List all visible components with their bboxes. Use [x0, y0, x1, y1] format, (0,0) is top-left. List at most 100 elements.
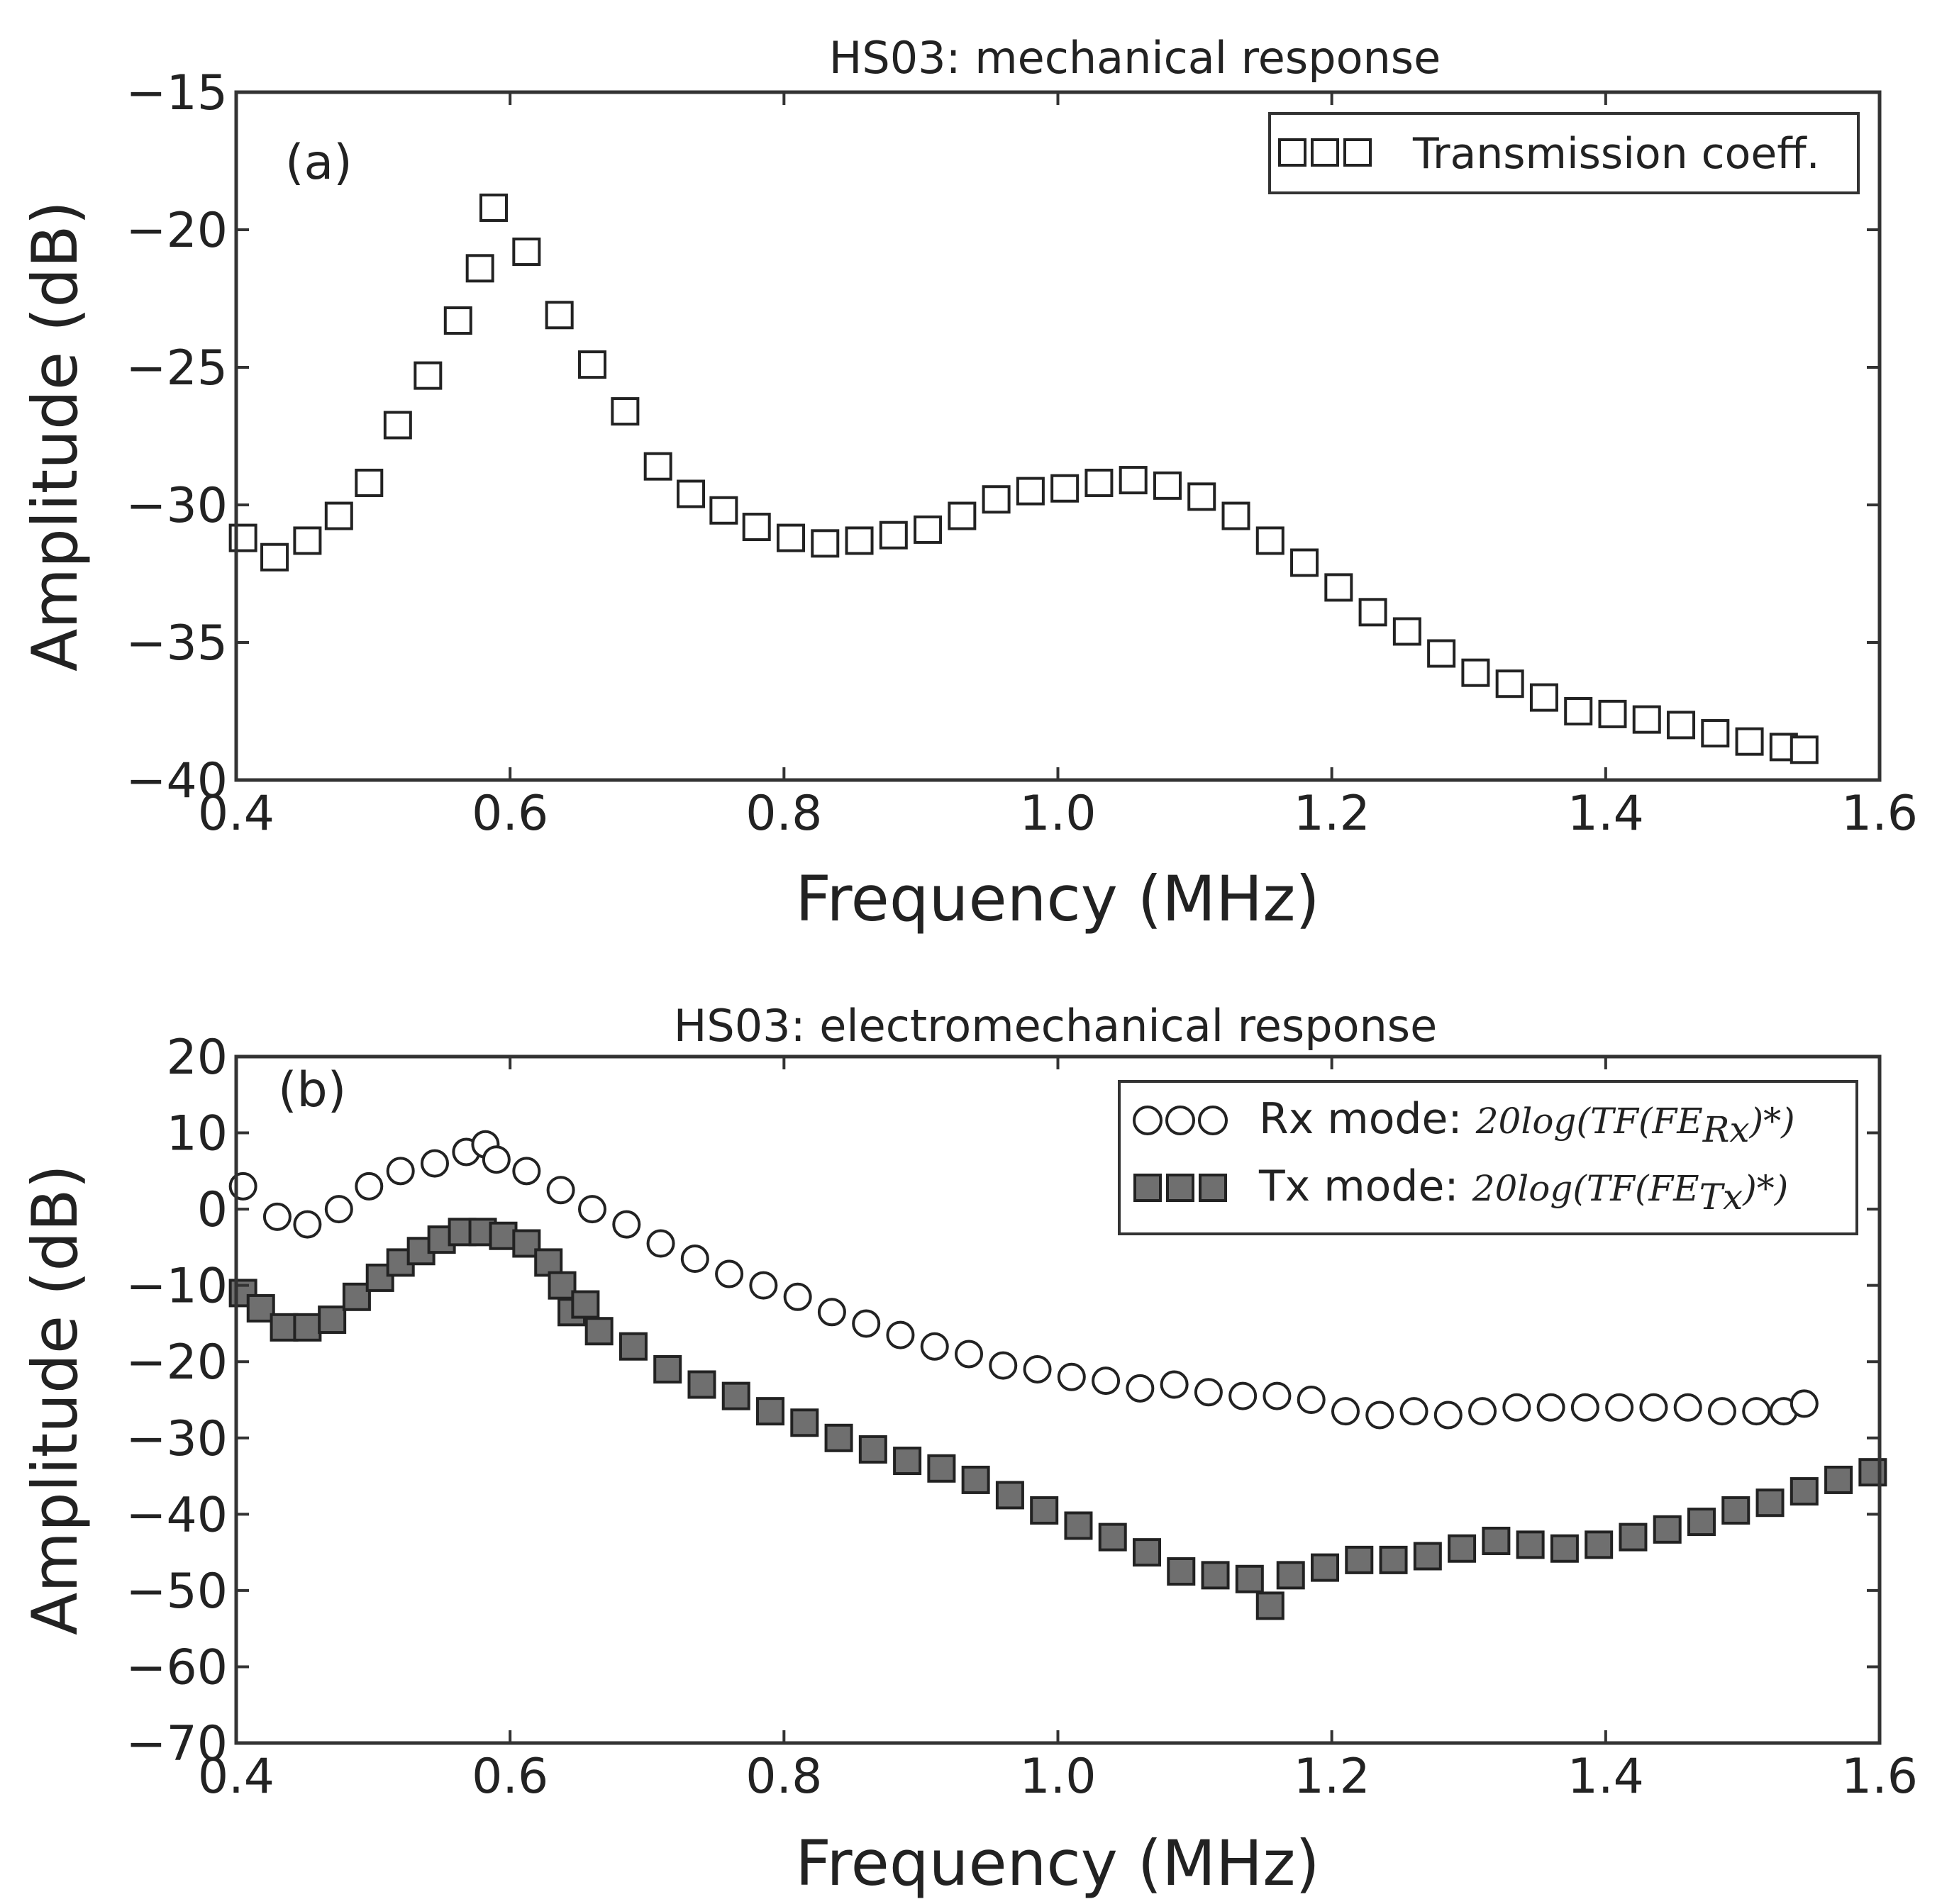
- data-point-square: [270, 1313, 299, 1342]
- x-tick-label: 1.6: [1841, 786, 1918, 842]
- data-point-square: [1667, 711, 1696, 740]
- legend-label-rx-tail: )*): [1749, 1101, 1795, 1142]
- y-tick-label: −40: [126, 1487, 228, 1543]
- data-point-square: [709, 496, 738, 525]
- x-tick-label: 1.0: [1019, 786, 1096, 842]
- data-point-square: [1824, 1465, 1853, 1494]
- data-point-circle: [1605, 1393, 1634, 1422]
- data-point-square: [479, 193, 508, 222]
- data-point-square: [1201, 1561, 1230, 1590]
- data-point-circle: [1365, 1401, 1394, 1430]
- x-tick-label: 1.2: [1294, 786, 1370, 842]
- y-axis-label: Amplitude (dB): [18, 1164, 91, 1635]
- data-point-square: [982, 485, 1011, 514]
- legend-label-tx-sub: Tx: [1699, 1176, 1743, 1218]
- data-point-square: [465, 254, 494, 283]
- data-point-circle: [749, 1271, 778, 1300]
- x-tick-label: 0.6: [472, 1749, 548, 1805]
- data-point-square: [1084, 468, 1114, 497]
- data-point-square: [1098, 1522, 1127, 1552]
- legend-marker: [1343, 138, 1372, 167]
- data-point-square: [1133, 1538, 1162, 1567]
- data-point-square: [1550, 1534, 1579, 1563]
- y-tick-label: 10: [166, 1106, 228, 1162]
- data-point-square: [293, 1313, 322, 1342]
- chart-electromechanical-response: HS03: electromechanical response 0.4 0.6 0…: [18, 1000, 1918, 1900]
- data-point-square: [927, 1454, 956, 1483]
- data-point-circle: [1433, 1401, 1463, 1430]
- data-point-square: [653, 1354, 682, 1384]
- data-point-square: [489, 1221, 518, 1250]
- data-point-square: [414, 361, 443, 390]
- legend-label-rx-sub: Rx: [1702, 1109, 1750, 1150]
- data-point-square: [512, 238, 541, 267]
- data-point-square: [742, 513, 771, 542]
- y-tick-label: −30: [126, 478, 228, 534]
- data-point-circle: [1790, 1389, 1819, 1418]
- data-point-square: [1119, 466, 1148, 495]
- data-point-circle: [1570, 1393, 1599, 1422]
- data-point-circle: [355, 1171, 384, 1201]
- data-point-square: [677, 479, 706, 508]
- legend-box: [1118, 1080, 1858, 1235]
- data-point-circle: [680, 1245, 709, 1274]
- data-point-square: [1392, 617, 1421, 646]
- data-point-square: [1495, 669, 1524, 698]
- y-tick-label: −10: [126, 1259, 228, 1315]
- legend-label-rx-text: Rx mode:: [1259, 1094, 1476, 1144]
- chart-title: HS03: mechanical response: [829, 32, 1441, 84]
- data-point-square: [790, 1408, 819, 1437]
- legend-marker: [1133, 1106, 1163, 1135]
- data-point-square: [687, 1370, 716, 1399]
- data-point-circle: [920, 1332, 949, 1361]
- data-point-square: [811, 529, 840, 558]
- data-point-circle: [817, 1298, 846, 1327]
- data-point-circle: [715, 1259, 744, 1288]
- data-point-circle: [1331, 1397, 1360, 1426]
- chart-title: HS03: electromechanical response: [674, 1000, 1438, 1052]
- data-point-square: [1290, 548, 1319, 577]
- data-point-square: [228, 523, 257, 552]
- panel-label: (b): [278, 1062, 346, 1118]
- data-point-square: [1632, 705, 1661, 734]
- data-point-square: [1345, 1545, 1374, 1574]
- data-point-circle: [228, 1171, 257, 1201]
- data-point-circle: [1468, 1397, 1497, 1426]
- data-point-square: [246, 1293, 275, 1323]
- legend-label-tx-math: 20log(TF(FE: [1472, 1168, 1699, 1209]
- data-point-square: [383, 411, 412, 440]
- data-point-square: [1050, 474, 1080, 503]
- data-point-circle: [1194, 1378, 1223, 1407]
- data-point-square: [1858, 1458, 1887, 1487]
- data-point-square: [1461, 658, 1490, 687]
- x-tick-label: 1.0: [1019, 1749, 1096, 1805]
- legend-marker-rx: [1133, 1106, 1228, 1135]
- x-tick-label: 0.8: [745, 1749, 822, 1805]
- data-point-circle: [1742, 1397, 1771, 1426]
- data-point-circle: [1092, 1366, 1121, 1396]
- x-tick-label: 0.6: [472, 786, 548, 842]
- y-tick-label: 0: [197, 1182, 228, 1238]
- x-axis-label: Frequency (MHz): [795, 862, 1320, 935]
- data-point-circle: [1707, 1397, 1736, 1426]
- legend-label-tx-tail: )*): [1742, 1168, 1788, 1209]
- x-tick-label: 1.4: [1568, 786, 1644, 842]
- data-point-square: [1030, 1496, 1059, 1525]
- axis-ticks: 0.4 0.6 0.8 1.0 1.2 1.4 1.6 −70 −60 −50 −40 −30 −20 −…: [126, 1030, 1918, 1805]
- data-point-square: [1687, 1508, 1716, 1537]
- data-point-square: [1721, 1496, 1750, 1525]
- data-point-circle: [852, 1309, 881, 1338]
- data-point-square: [355, 468, 384, 497]
- data-point-square: [1585, 1530, 1614, 1559]
- y-axis-label: Amplitude (dB): [18, 201, 91, 672]
- data-point-square: [1379, 1545, 1408, 1574]
- data-point-square: [1448, 1534, 1477, 1563]
- data-point-circle: [989, 1351, 1018, 1380]
- data-point-square: [1701, 719, 1730, 748]
- data-point-square: [1619, 1522, 1648, 1552]
- data-point-square: [534, 1248, 563, 1277]
- data-point-circle: [546, 1176, 575, 1205]
- data-point-circle: [1536, 1393, 1565, 1422]
- legend-marker-tx: [1133, 1174, 1227, 1202]
- x-tick-label: 1.2: [1294, 1749, 1370, 1805]
